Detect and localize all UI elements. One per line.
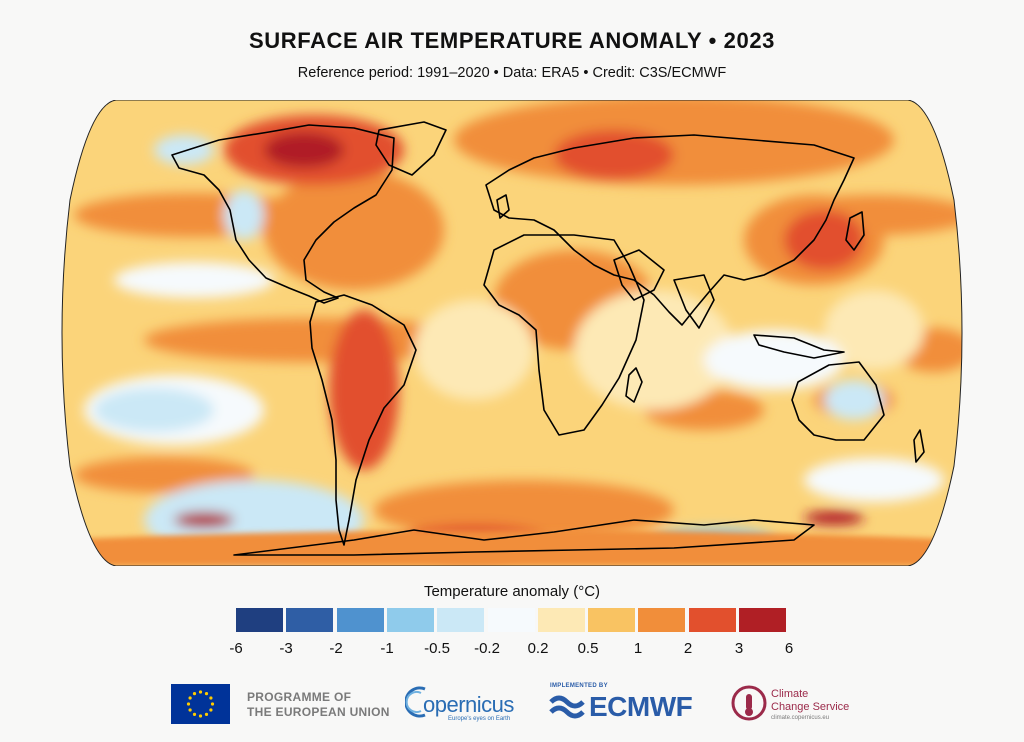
map-subtitle: Reference period: 1991–2020 • Data: ERA5… [297,65,727,81]
legend-swatch [688,608,736,632]
legend-tick: -6 [229,640,243,657]
legend-tick: 0.2 [527,640,549,657]
temperature-anomaly-map [61,100,963,566]
legend-swatch [336,608,384,632]
legend-tick: -2 [329,640,343,657]
legend-tick: -1 [380,640,394,657]
climate-change-service-logo-icon [731,685,767,721]
legend-tick: 1 [633,640,643,657]
footer-logos: PROGRAMME OF THE EUROPEAN UNION opernicu… [0,678,1024,734]
coastlines [171,121,925,556]
legend-tick: 2 [683,640,693,657]
c3s-url: climate.copernicus.eu [771,715,830,721]
copernicus-logo-icon [405,686,426,718]
legend-tick-labels: -6 -3 -2 -1 -0.5 -0.2 0.2 0.5 1 2 3 6 [0,640,1024,660]
legend-tick: -0.5 [424,640,450,657]
legend-tick: 6 [784,640,794,657]
implemented-by-label: IMPLEMENTED BY [550,683,608,689]
legend-tick: -0.2 [474,640,500,657]
legend-title: Temperature anomaly (°C) [423,583,601,600]
legend-tick: 3 [734,640,744,657]
legend-swatch [588,608,636,632]
anomaly-field [62,100,962,566]
eu-flag-icon [171,684,230,724]
map-title: SURFACE AIR TEMPERATURE ANOMALY • 2023 [249,28,775,53]
legend-swatch [386,608,434,632]
ecmwf-logo-text: ECMWF [589,691,693,722]
legend-swatch [286,608,334,632]
legend-swatch [437,608,485,632]
legend-tick: -3 [279,640,293,657]
legend-swatch [487,608,535,632]
legend-swatch [739,608,786,632]
legend-swatch [537,608,585,632]
ecmwf-logo-icon [549,695,585,719]
eu-programme-text: PROGRAMME OF THE EUROPEAN UNION [247,690,390,719]
copernicus-logo-text: opernicus [423,692,514,717]
legend-tick: 0.5 [577,640,599,657]
copernicus-tagline: Europe's eyes on Earth [448,716,511,722]
legend-swatch [236,608,283,632]
legend-swatch [638,608,686,632]
c3s-logo-text: Climate Change Service [771,688,850,713]
